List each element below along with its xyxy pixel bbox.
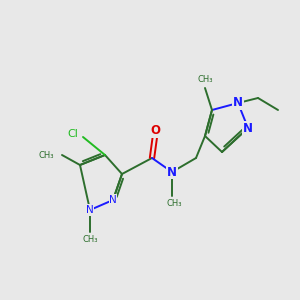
Text: N: N <box>109 195 117 205</box>
Text: Cl: Cl <box>67 129 78 139</box>
Text: CH₃: CH₃ <box>38 151 54 160</box>
Text: CH₃: CH₃ <box>166 200 182 208</box>
Text: N: N <box>233 97 243 110</box>
Text: N: N <box>167 166 177 178</box>
Text: N: N <box>86 205 94 215</box>
Text: CH₃: CH₃ <box>197 76 213 85</box>
Text: N: N <box>243 122 253 134</box>
Text: O: O <box>150 124 160 137</box>
Text: CH₃: CH₃ <box>82 236 98 244</box>
